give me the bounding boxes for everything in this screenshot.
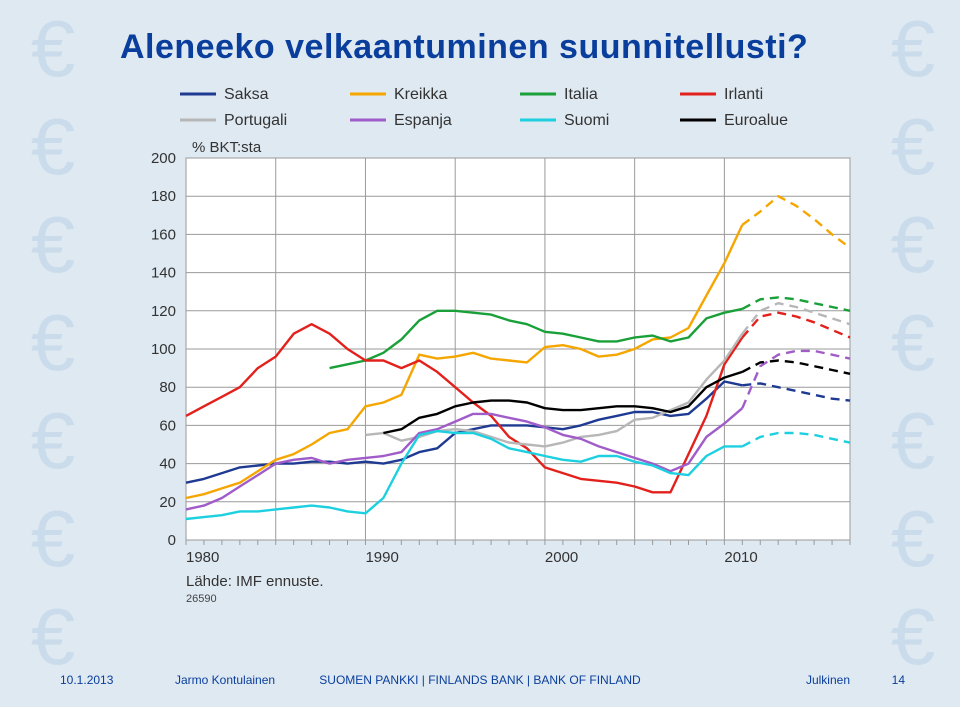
bg-euro-left: €€€€€€€ <box>0 0 110 707</box>
slide-title: Aleneeko velkaantuminen suunnitellusti? <box>120 28 808 67</box>
footer: 10.1.2013 Jarmo Kontulainen SUOMEN PANKK… <box>0 673 960 699</box>
svg-text:Euroalue: Euroalue <box>724 112 788 129</box>
svg-text:0: 0 <box>168 532 176 549</box>
svg-text:80: 80 <box>159 379 176 396</box>
svg-text:Saksa: Saksa <box>224 86 269 103</box>
svg-text:Portugali: Portugali <box>224 112 287 129</box>
svg-text:1990: 1990 <box>365 549 398 566</box>
svg-text:Kreikka: Kreikka <box>394 86 447 103</box>
svg-text:1980: 1980 <box>186 549 219 566</box>
svg-text:100: 100 <box>151 341 176 358</box>
svg-text:120: 120 <box>151 303 176 320</box>
svg-text:Lähde: IMF ennuste.: Lähde: IMF ennuste. <box>186 573 324 590</box>
svg-text:140: 140 <box>151 265 176 282</box>
svg-text:20: 20 <box>159 494 176 511</box>
svg-text:Suomi: Suomi <box>564 112 609 129</box>
footer-right: Julkinen <box>806 673 850 687</box>
chart-svg: 0 20 40 60 80 100 120 140 160 180 200 1980 1990 2000 2… <box>110 80 870 620</box>
svg-text:60: 60 <box>159 417 176 434</box>
svg-text:2000: 2000 <box>545 549 578 566</box>
debt-chart: 0 20 40 60 80 100 120 140 160 180 200 1980 1990 2000 2… <box>110 80 870 620</box>
svg-text:200: 200 <box>151 150 176 167</box>
svg-text:40: 40 <box>159 456 176 473</box>
svg-text:Irlanti: Irlanti <box>724 86 763 103</box>
svg-text:Espanja: Espanja <box>394 112 452 129</box>
svg-text:2010: 2010 <box>724 549 757 566</box>
svg-text:26590: 26590 <box>186 593 217 605</box>
footer-page: 14 <box>892 673 905 687</box>
svg-text:180: 180 <box>151 188 176 205</box>
svg-text:Italia: Italia <box>564 86 598 103</box>
svg-text:% BKT:sta: % BKT:sta <box>192 139 262 156</box>
slide: €€€€€€€ €€€€€€€ Aleneeko velkaantuminen … <box>0 0 960 707</box>
svg-text:160: 160 <box>151 226 176 243</box>
